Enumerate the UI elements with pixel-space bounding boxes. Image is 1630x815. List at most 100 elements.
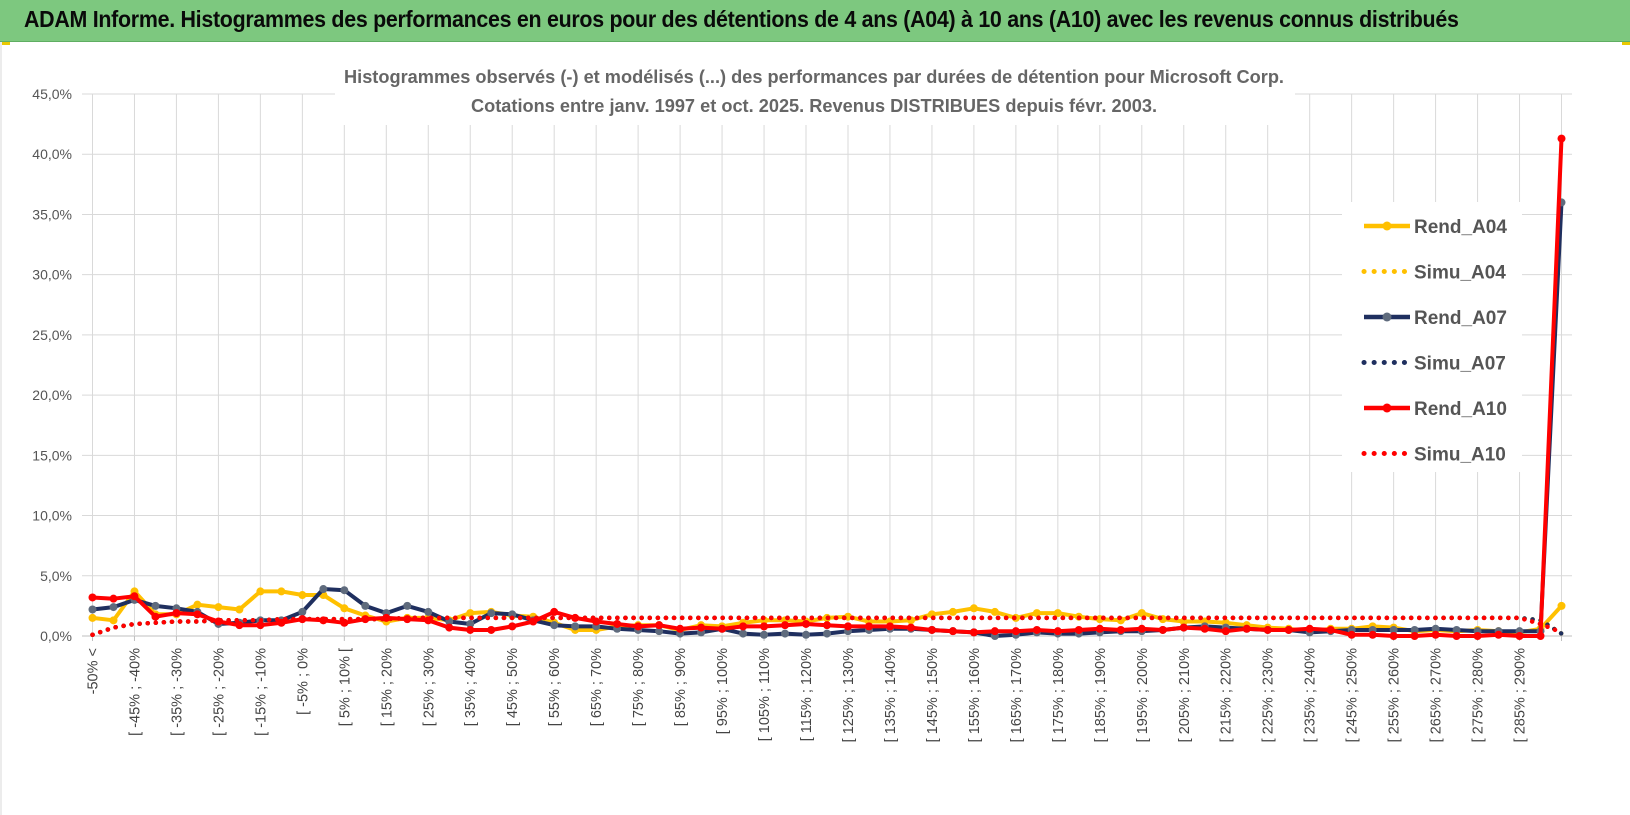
data-point xyxy=(508,622,517,631)
data-point xyxy=(1053,609,1062,618)
legend-label: Simu_A10 xyxy=(1414,445,1506,466)
legend-item: Simu_A07 xyxy=(1361,354,1506,375)
chart-title-background xyxy=(335,57,1295,125)
y-tick-label: 10,0% xyxy=(32,508,72,524)
data-point xyxy=(214,603,223,612)
chart-frame: Histogrammes observés (-) et modélisés (… xyxy=(0,42,1630,815)
data-point xyxy=(1305,624,1314,633)
data-point xyxy=(466,619,475,628)
data-point xyxy=(1473,632,1482,640)
y-tick-label: 20,0% xyxy=(32,387,72,403)
series-line xyxy=(92,202,1564,638)
legend-label: Simu_A04 xyxy=(1414,263,1506,284)
series-line xyxy=(92,138,1564,638)
data-point xyxy=(109,603,118,612)
x-tick-label: [ 215% ; 220% xyxy=(1219,648,1235,742)
data-point xyxy=(1389,632,1398,640)
data-point xyxy=(1221,627,1230,636)
x-tick-label: [ 105% ; 110% xyxy=(757,648,773,741)
legend-label: Rend_A10 xyxy=(1414,399,1507,420)
x-tick-label: [ 145% ; 150% xyxy=(925,648,941,742)
x-tick-label: [ 55% ; 60% xyxy=(547,648,563,726)
x-tick-label: [ 195% ; 200% xyxy=(1135,648,1151,742)
data-point xyxy=(1284,625,1293,634)
data-point xyxy=(256,621,265,630)
data-point xyxy=(88,593,97,602)
series-simu-a10 xyxy=(90,615,1564,638)
data-point xyxy=(277,618,286,627)
legend-item: Rend_A07 xyxy=(1364,308,1507,329)
data-point xyxy=(969,604,978,613)
data-point xyxy=(1032,609,1041,618)
x-tick-label: [ 165% ; 170% xyxy=(1009,648,1025,742)
data-point xyxy=(1452,632,1461,640)
data-point xyxy=(1137,624,1146,633)
x-tick-label: [ 175% ; 180% xyxy=(1051,648,1067,742)
data-point xyxy=(151,612,160,621)
data-point xyxy=(298,591,307,600)
data-point xyxy=(948,607,957,616)
x-tick-label: [ 5% ; 10% [ xyxy=(337,648,353,726)
x-tick-label: [ 95% ; 100% xyxy=(715,648,731,734)
legend-swatch-marker xyxy=(1382,221,1392,231)
data-point xyxy=(550,607,559,616)
data-point xyxy=(823,629,831,638)
data-point xyxy=(403,601,412,610)
legend: Rend_A04 Simu_A04 Rend_A07 Simu_A07 Rend_A10… xyxy=(1342,202,1522,472)
x-tick-label: [ 125% ; 130% xyxy=(841,648,857,742)
data-point xyxy=(613,619,622,628)
data-point xyxy=(760,630,769,639)
x-tick-label: [ 185% ; 190% xyxy=(1093,648,1109,742)
data-point xyxy=(340,586,349,595)
data-point xyxy=(1368,630,1377,639)
data-point xyxy=(634,622,643,631)
page-header: ADAM Informe. Histogrammes des performan… xyxy=(0,0,1630,42)
data-point xyxy=(802,630,811,639)
data-point xyxy=(864,622,873,631)
x-tick-label: [ 115% ; 120% xyxy=(799,648,815,741)
x-tick-label: [ 25% ; 30% xyxy=(421,648,437,726)
data-point xyxy=(277,587,286,596)
data-point xyxy=(340,604,349,613)
data-point xyxy=(760,622,769,631)
data-point xyxy=(781,629,790,638)
frame-corner-marker xyxy=(1622,42,1630,45)
data-point xyxy=(130,592,139,601)
data-point xyxy=(1032,625,1041,634)
data-point xyxy=(1074,625,1083,634)
data-point xyxy=(109,616,118,625)
x-tick-label: [ 245% ; 250% xyxy=(1345,648,1361,742)
data-point xyxy=(969,628,978,637)
y-tick-label: 15,0% xyxy=(32,447,72,463)
data-point xyxy=(172,609,181,618)
data-point xyxy=(1410,625,1419,634)
data-point xyxy=(1389,625,1398,634)
data-point xyxy=(193,610,202,619)
data-point xyxy=(1095,624,1104,633)
data-point xyxy=(571,622,580,631)
x-tick-label: [ 155% ; 160% xyxy=(967,648,983,742)
y-tick-label: 0,0% xyxy=(40,628,72,644)
data-point xyxy=(487,609,496,618)
data-point xyxy=(885,622,894,631)
data-point xyxy=(1452,625,1461,634)
data-point xyxy=(508,610,517,619)
data-point xyxy=(697,623,706,632)
data-point xyxy=(823,621,831,630)
axes: 0,0% 5,0% 10,0% 15,0% 20,0% 25,0% 30,0% 35,0% 40… xyxy=(32,86,1563,742)
histogram-chart: Histogrammes observés (-) et modélisés (… xyxy=(32,57,1572,742)
data-point xyxy=(1557,134,1566,143)
legend-swatch-marker xyxy=(1382,312,1392,322)
data-point xyxy=(487,625,496,634)
legend-label: Rend_A04 xyxy=(1414,217,1507,238)
data-point xyxy=(990,607,999,616)
data-point xyxy=(1536,632,1545,640)
x-tick-label: [ -5% ; 0% xyxy=(295,648,311,715)
x-tick-label: [ 255% ; 260% xyxy=(1387,648,1403,742)
data-point xyxy=(235,605,244,614)
data-point xyxy=(445,623,454,632)
legend-item: Simu_A10 xyxy=(1361,445,1506,466)
data-point xyxy=(361,601,370,610)
x-tick-label: [ 205% ; 210% xyxy=(1177,648,1193,742)
y-tick-label: 30,0% xyxy=(32,267,72,283)
